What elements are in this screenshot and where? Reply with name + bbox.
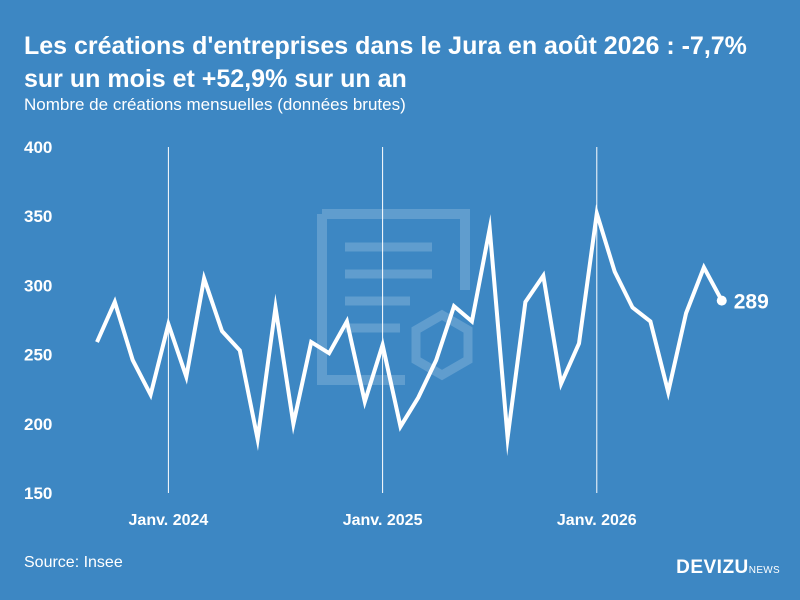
last-point-marker (716, 295, 727, 306)
y-tick-label: 200 (24, 415, 52, 434)
x-tick-label: Janv. 2026 (557, 512, 637, 529)
y-tick-label: 150 (24, 484, 52, 503)
chart-subtitle: Nombre de créations mensuelles (données … (24, 95, 406, 114)
series-line (95, 204, 724, 457)
y-tick-label: 350 (24, 207, 52, 226)
y-tick-label: 400 (24, 138, 52, 157)
brand-name: DEVIZU (676, 557, 749, 578)
y-tick-label: 250 (24, 346, 52, 365)
source-note: Source: Insee (24, 554, 123, 571)
brand-logo: DEVIZUNEWS (676, 558, 780, 581)
x-tick-label: Janv. 2025 (343, 512, 423, 529)
x-tick-label: Janv. 2024 (129, 512, 209, 529)
brand-suffix: NEWS (748, 565, 780, 576)
chart-title: Les créations d'entreprises dans le Jura… (24, 32, 747, 93)
last-value-label: 289 (734, 291, 769, 314)
document-watermark-icon (317, 209, 473, 385)
y-tick-label: 300 (24, 276, 52, 295)
